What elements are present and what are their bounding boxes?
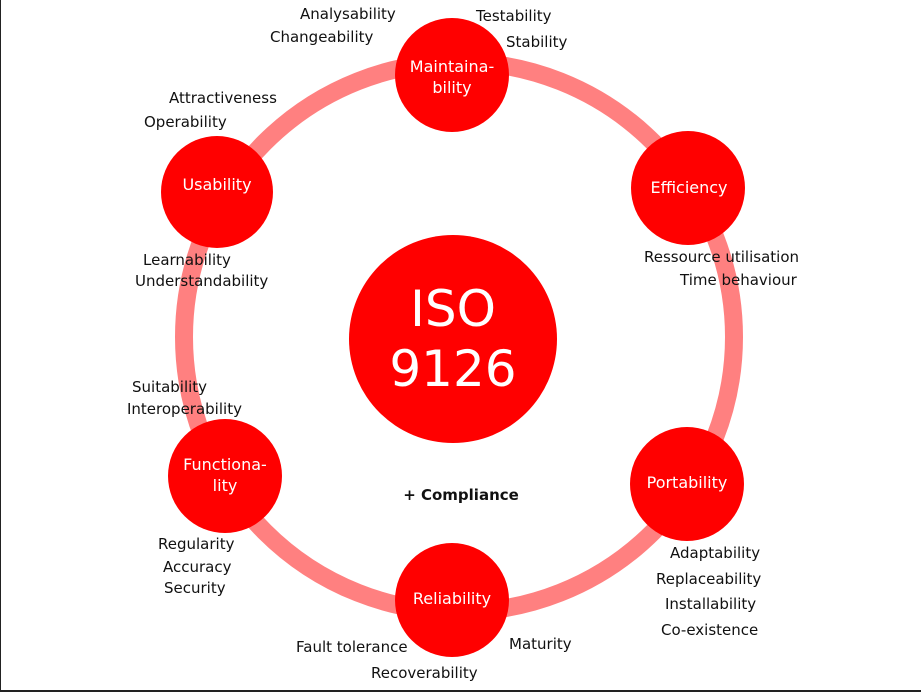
node-maintainability-label-line1: Maintaina- — [410, 57, 494, 76]
attr-adaptability: Adaptability — [670, 544, 760, 562]
attr-ressource-utilisation: Ressource utilisation — [644, 248, 799, 266]
attr-changeability: Changeability — [270, 28, 374, 46]
node-usability: Usability — [161, 136, 273, 248]
attr-understandability: Understandability — [135, 272, 268, 290]
attr-time-behaviour: Time behaviour — [679, 271, 798, 289]
attr-fault-tolerance: Fault tolerance — [296, 638, 408, 656]
attr-accuracy: Accuracy — [163, 558, 232, 576]
attr-stability: Stability — [506, 33, 568, 51]
node-portability: Portability — [630, 427, 744, 541]
attr-attractiveness: Attractiveness — [169, 89, 277, 107]
node-efficiency-label: Efficiency — [650, 178, 727, 197]
attr-regularity: Regularity — [158, 535, 235, 553]
node-reliability: Reliability — [395, 543, 509, 657]
center-title-line1: ISO — [410, 280, 496, 338]
node-reliability-label: Reliability — [413, 589, 491, 608]
attr-learnability: Learnability — [143, 251, 231, 269]
node-portability-label: Portability — [647, 473, 728, 492]
compliance-label: + Compliance — [403, 486, 519, 504]
attr-recoverability: Recoverability — [371, 664, 478, 682]
attr-suitability: Suitability — [132, 378, 207, 396]
attr-analysability: Analysability — [300, 5, 396, 23]
node-functionality-label-line2: lity — [213, 476, 238, 495]
node-maintainability: Maintaina- bility — [395, 18, 509, 132]
attr-security: Security — [164, 579, 226, 597]
attr-testability: Testability — [475, 7, 552, 25]
attr-replaceability: Replaceability — [656, 570, 761, 588]
attr-maturity: Maturity — [509, 635, 572, 653]
node-maintainability-label-line2: bility — [432, 78, 471, 97]
node-efficiency: Efficiency — [631, 131, 745, 245]
center-node: ISO 9126 — [349, 235, 557, 443]
node-functionality-label-line1: Functiona- — [183, 455, 267, 474]
center-title-line2: 9126 — [389, 340, 516, 398]
attr-co-existence: Co-existence — [661, 621, 758, 639]
attr-interoperability: Interoperability — [127, 400, 242, 418]
node-functionality: Functiona- lity — [168, 419, 282, 533]
attr-operability: Operability — [144, 113, 227, 131]
node-usability-label: Usability — [182, 175, 251, 194]
attr-installability: Installability — [665, 595, 756, 613]
